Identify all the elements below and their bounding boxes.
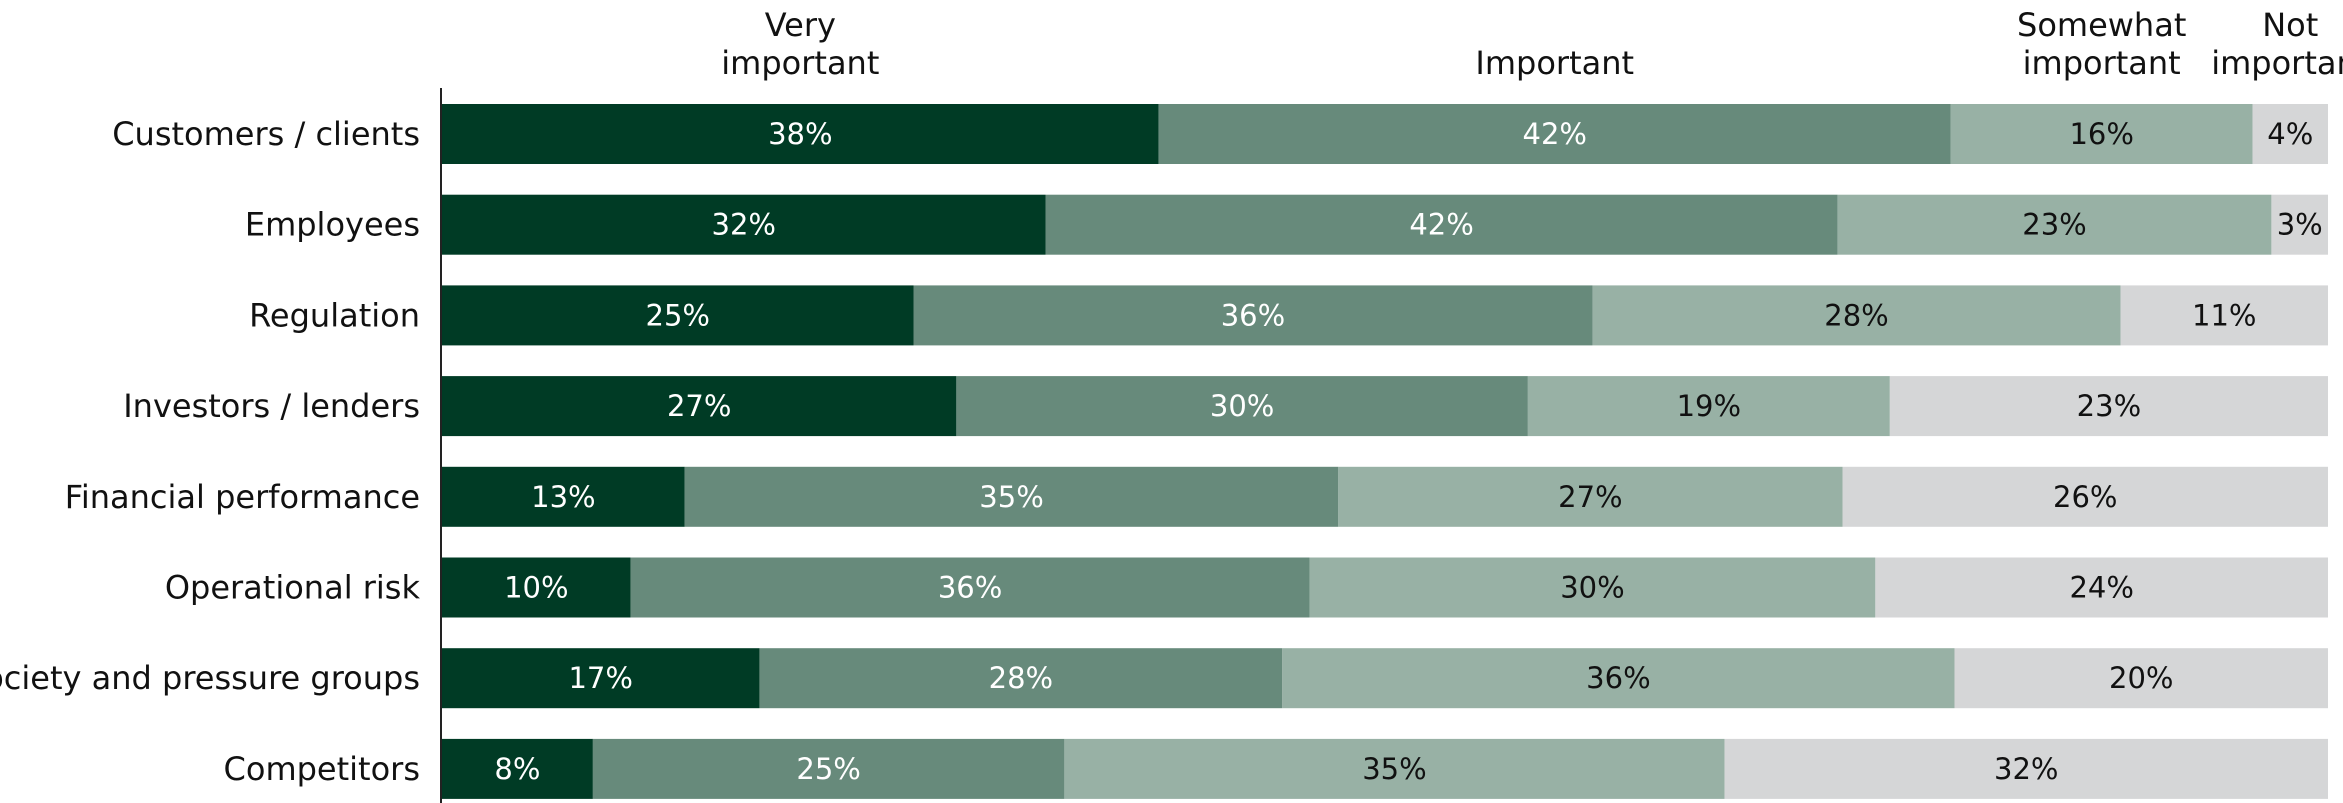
bar-segment-important-customers-clients — [1158, 104, 1951, 164]
bar-segment-important-society-and-pressure-groups — [759, 648, 1283, 709]
data-label-not-important-investors-lenders: 23% — [2077, 389, 2141, 423]
data-label-somewhat-important-competitors: 35% — [1362, 752, 1426, 786]
data-label-somewhat-important-operational-risk: 30% — [1560, 571, 1624, 605]
data-label-important-financial-performance: 35% — [979, 480, 1043, 514]
data-label-important-competitors: 25% — [796, 752, 860, 786]
category-label-regulation: Regulation — [249, 296, 420, 334]
bar-segment-somewhat-important-society-and-pressure-groups — [1282, 648, 1955, 709]
bar-segment-important-regulation — [913, 285, 1593, 346]
bar-segment-not-important-financial-performance — [1842, 466, 2328, 527]
legend-line: Very — [765, 6, 836, 44]
bar-segment-very-important-regulation — [442, 285, 914, 346]
data-label-important-employees: 42% — [1409, 208, 1473, 242]
data-label-very-important-competitors: 8% — [494, 752, 540, 786]
bar-segment-important-investors-lenders — [956, 376, 1528, 437]
data-label-very-important-operational-risk: 10% — [504, 571, 568, 605]
data-label-very-important-employees: 32% — [712, 208, 776, 242]
bar-segment-not-important-competitors — [1724, 738, 2328, 799]
data-label-not-important-customers-clients: 4% — [2267, 117, 2313, 151]
bar-segment-important-operational-risk — [630, 557, 1310, 618]
legend-line: important — [2211, 44, 2343, 82]
bar-segment-very-important-society-and-pressure-groups — [442, 648, 760, 709]
data-label-very-important-regulation: 25% — [646, 298, 710, 332]
legend-line: Somewhat — [2017, 6, 2186, 44]
data-label-somewhat-important-regulation: 28% — [1824, 298, 1888, 332]
legend-item-somewhat-important: Somewhat important — [2017, 6, 2186, 82]
legend-item-very-important: Very important — [721, 6, 879, 82]
category-label-customers-clients: Customers / clients — [112, 115, 420, 153]
legend-line: Important — [1475, 44, 1634, 82]
bar-segment-important-competitors — [592, 738, 1065, 799]
legend-line: Not — [2262, 6, 2318, 44]
data-label-very-important-investors-lenders: 27% — [667, 389, 731, 423]
data-label-not-important-society-and-pressure-groups: 20% — [2109, 661, 2173, 695]
data-label-not-important-regulation: 11% — [2192, 298, 2256, 332]
bar-segment-somewhat-important-regulation — [1592, 285, 2121, 346]
data-label-somewhat-important-financial-performance: 27% — [1558, 480, 1622, 514]
data-label-important-customers-clients: 42% — [1523, 117, 1587, 151]
data-label-not-important-financial-performance: 26% — [2053, 480, 2117, 514]
bar-segment-somewhat-important-operational-risk — [1309, 557, 1876, 618]
bar-segment-somewhat-important-investors-lenders — [1527, 376, 1890, 437]
data-label-important-society-and-pressure-groups: 28% — [989, 661, 1053, 695]
data-label-important-investors-lenders: 30% — [1210, 389, 1274, 423]
bar-segment-very-important-competitors — [442, 738, 593, 799]
data-label-not-important-competitors: 32% — [1994, 752, 2058, 786]
data-label-not-important-operational-risk: 24% — [2069, 571, 2133, 605]
category-label-financial-performance: Financial performance — [65, 478, 420, 516]
bar-segment-somewhat-important-financial-performance — [1338, 466, 1843, 527]
data-label-very-important-financial-performance: 13% — [531, 480, 595, 514]
legend-line: important — [721, 44, 879, 82]
data-label-somewhat-important-employees: 23% — [2022, 208, 2086, 242]
data-label-very-important-customers-clients: 38% — [768, 117, 832, 151]
category-label-employees: Employees — [245, 206, 420, 244]
data-label-somewhat-important-investors-lenders: 19% — [1677, 389, 1741, 423]
category-label-society-and-pressure-groups: Society and pressure groups — [0, 659, 420, 697]
category-label-operational-risk: Operational risk — [165, 569, 421, 607]
bar-segment-somewhat-important-customers-clients — [1950, 104, 2253, 164]
plot-area: 38% 42% 16% 4% 32% 42% 23% 3% 25% 36% 28% 11% 27% 30%… — [442, 104, 2328, 799]
bar-segment-not-important-customers-clients — [2252, 104, 2328, 164]
data-label-very-important-society-and-pressure-groups: 17% — [568, 661, 632, 695]
category-label-competitors: Competitors — [224, 750, 420, 788]
data-label-important-operational-risk: 36% — [938, 571, 1002, 605]
bar-segment-not-important-regulation — [2120, 285, 2328, 346]
bar-segment-not-important-society-and-pressure-groups — [1954, 648, 2328, 709]
legend-item-important: Important — [1475, 44, 1634, 82]
data-label-important-regulation: 36% — [1221, 298, 1285, 332]
bar-segment-somewhat-important-competitors — [1064, 738, 1725, 799]
bar-segment-not-important-employees — [2271, 194, 2328, 255]
data-label-somewhat-important-customers-clients: 16% — [2069, 117, 2133, 151]
legend-item-not-important: Notimportant — [2211, 6, 2343, 82]
legend-line: important — [2023, 44, 2181, 82]
bar-segment-very-important-financial-performance — [442, 466, 685, 527]
bar-segment-very-important-employees — [442, 194, 1046, 255]
bar-segment-very-important-operational-risk — [442, 557, 631, 618]
bar-segment-not-important-operational-risk — [1875, 557, 2328, 618]
category-label-investors-lenders: Investors / lenders — [123, 387, 420, 425]
bar-segment-important-financial-performance — [684, 466, 1339, 527]
data-label-somewhat-important-society-and-pressure-groups: 36% — [1586, 661, 1650, 695]
bar-segment-not-important-investors-lenders — [1889, 376, 2328, 437]
category-axis-labels: Customers / clients Employees Regulation In… — [0, 115, 420, 788]
bar-segment-very-important-investors-lenders — [442, 376, 957, 437]
bar-segment-important-employees — [1045, 194, 1838, 255]
bar-segment-very-important-customers-clients — [442, 104, 1159, 164]
data-label-not-important-employees: 3% — [2277, 208, 2323, 242]
bar-segment-somewhat-important-employees — [1837, 194, 2272, 255]
